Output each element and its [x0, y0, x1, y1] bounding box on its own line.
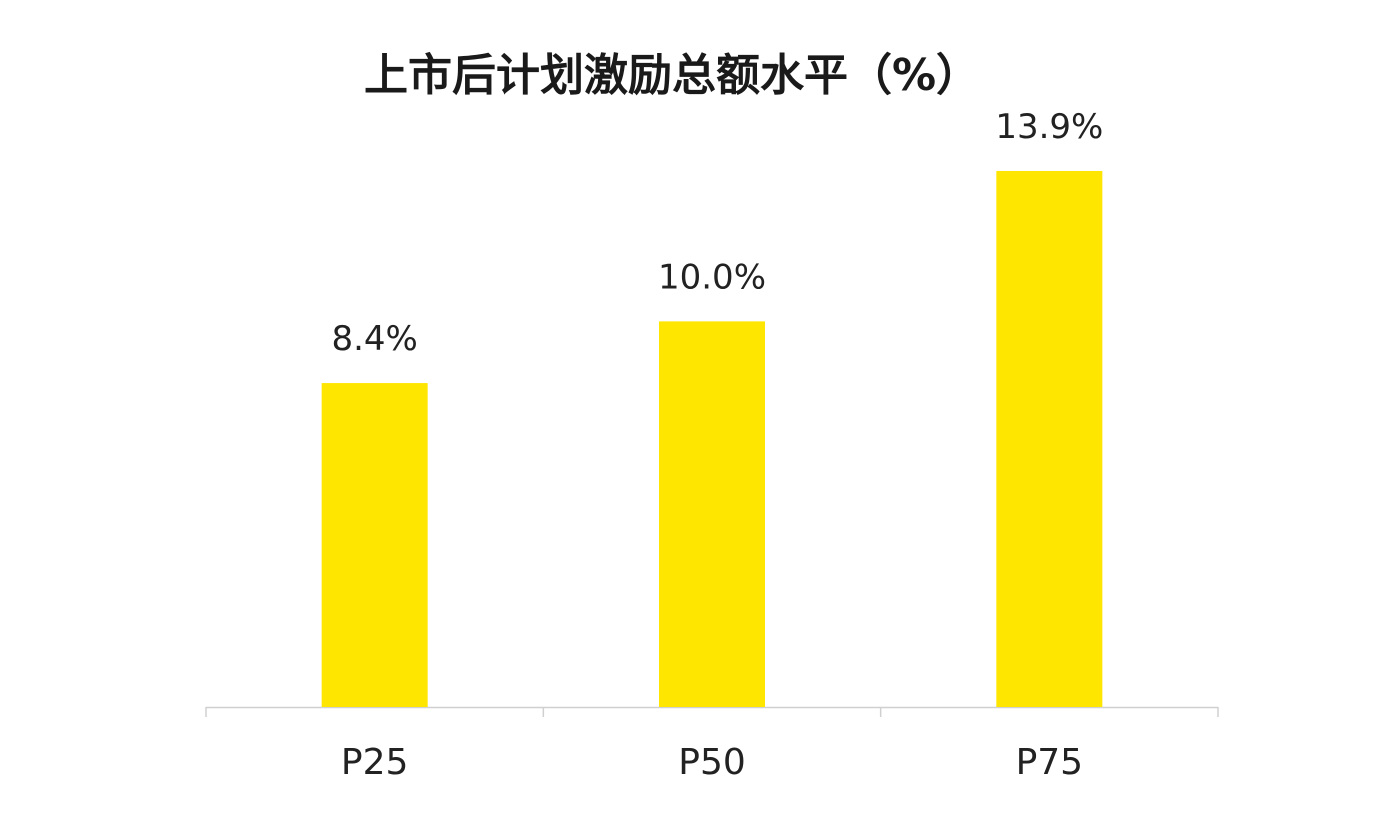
chart-title: 上市后计划激励总额水平（%）	[364, 50, 980, 101]
data-label-p75: 13.9%	[995, 107, 1103, 147]
data-label-p50: 10.0%	[658, 257, 766, 297]
bar-p50	[659, 321, 765, 707]
x-tick-label-p75: P75	[1016, 742, 1084, 783]
x-tick-label-p50: P50	[678, 742, 746, 783]
bar-p25	[321, 383, 428, 707]
data-labels-group: 8.4% 10.0% 13.9%	[331, 107, 1103, 359]
x-ticks-group: P25 P50 P75	[205, 707, 1219, 783]
x-tick-label-p25: P25	[341, 742, 409, 783]
bars-group	[321, 170, 1103, 707]
data-label-p25: 8.4%	[331, 319, 417, 359]
bar-p75	[996, 170, 1103, 707]
